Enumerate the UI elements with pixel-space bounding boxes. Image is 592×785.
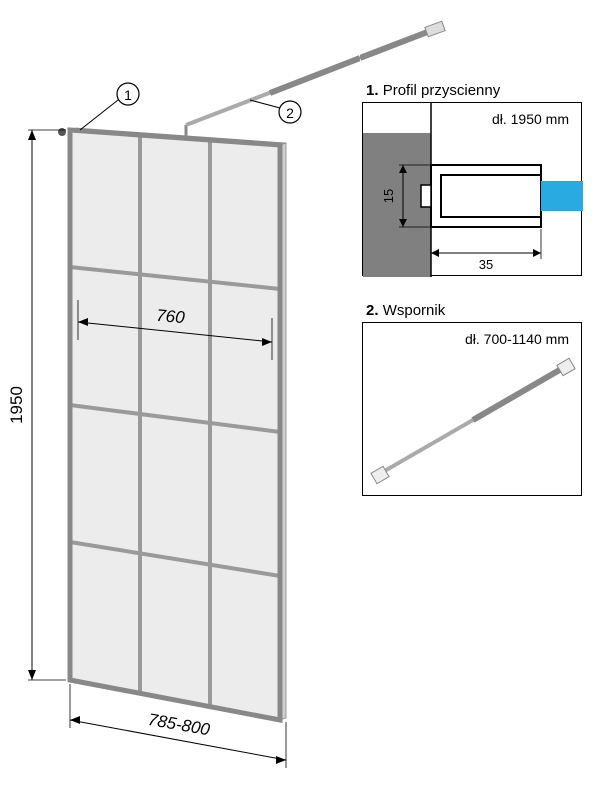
callout-2-label: 2 xyxy=(286,105,294,121)
callout-1: 1 xyxy=(80,83,139,130)
detail1-num: 1. xyxy=(366,82,379,99)
shower-panel xyxy=(70,128,286,720)
support-bar xyxy=(186,58,360,138)
callout-1-label: 1 xyxy=(124,87,132,103)
detail1-dim-15-label: 15 xyxy=(381,189,396,203)
dim-width-label: 785-800 xyxy=(147,710,212,740)
dim-height-label: 1950 xyxy=(7,386,26,424)
detail1-dim-35-label: 35 xyxy=(479,257,493,272)
wall-mount-dot xyxy=(58,128,66,136)
detail1-profile xyxy=(421,165,583,227)
detail1-glass xyxy=(541,181,583,211)
detail1-drawing: 15 35 xyxy=(363,103,583,277)
callout-2: 2 xyxy=(250,100,301,123)
dim-inner-width-label: 760 xyxy=(156,306,186,327)
detail1-name: Profil przyscienny xyxy=(383,82,501,99)
detail1-title: 1. Profil przyscienny xyxy=(366,82,500,99)
detail1-box: dł. 1950 mm 15 xyxy=(362,102,582,276)
detail2-name: Wspornik xyxy=(383,302,446,319)
detail2-sub: dł. 700-1140 mm xyxy=(465,331,569,347)
main-panel-drawing: 1 2 760 1950 xyxy=(0,0,360,785)
detail2-drawing xyxy=(363,323,583,497)
detail2-bar xyxy=(371,358,575,483)
support-bar-extension xyxy=(360,0,592,80)
detail1-dim-35: 35 xyxy=(431,229,541,272)
dim-height: 1950 xyxy=(7,130,66,680)
detail2-box: dł. 700-1140 mm xyxy=(362,322,582,496)
detail1-sub: dł. 1950 mm xyxy=(492,111,569,127)
detail2-title: 2. Wspornik xyxy=(366,302,445,319)
diagram-container: 1 2 760 1950 xyxy=(0,0,592,785)
detail2-num: 2. xyxy=(366,302,379,319)
